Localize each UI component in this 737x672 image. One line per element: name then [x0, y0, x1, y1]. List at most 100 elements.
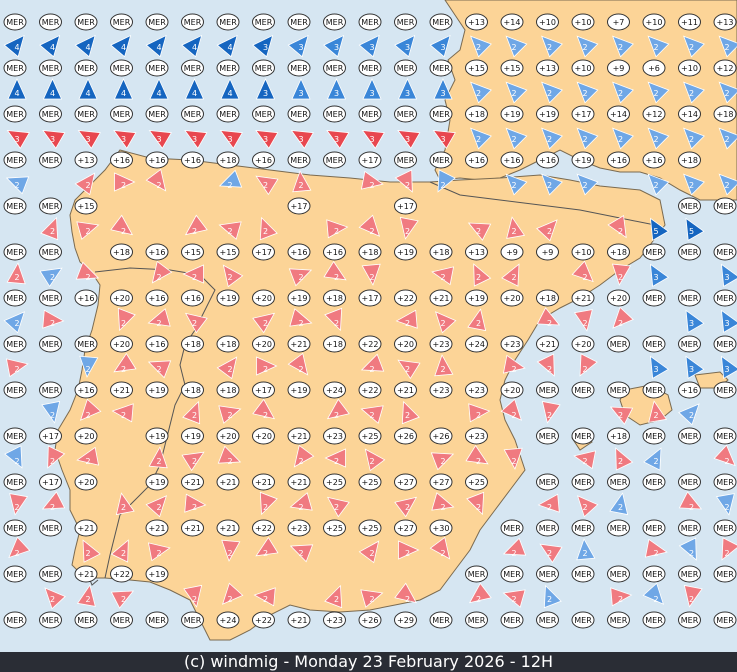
- wind-arrow: 3: [184, 130, 208, 150]
- temperature-label: +13: [465, 243, 488, 261]
- wind-arrow: 2: [505, 81, 528, 104]
- svg-text:+25: +25: [326, 478, 343, 487]
- wind-arrow: 3: [397, 78, 418, 100]
- svg-text:2: 2: [511, 181, 516, 190]
- wind-arrow: 2: [6, 262, 26, 285]
- svg-text:2: 2: [85, 595, 90, 604]
- temperature-label: +25: [358, 519, 382, 537]
- svg-text:MER: MER: [397, 110, 415, 119]
- svg-text:+17: +17: [362, 156, 379, 165]
- svg-text:2: 2: [653, 411, 658, 420]
- wind-arrow: 2: [607, 214, 627, 239]
- svg-text:MER: MER: [6, 570, 24, 579]
- wind-arrow: 2: [502, 589, 526, 608]
- temperature-label: +22: [358, 335, 382, 353]
- temperature-label: +21: [394, 381, 417, 399]
- sea-label: MER: [429, 105, 453, 123]
- svg-text:2: 2: [618, 227, 623, 236]
- temperature-label: +16: [181, 289, 204, 307]
- wind-arrow: 2: [221, 539, 241, 562]
- svg-text:MER: MER: [397, 64, 415, 73]
- wind-arrow: 2: [76, 584, 96, 607]
- svg-text:2: 2: [511, 135, 516, 144]
- temperature-label: +16: [252, 151, 275, 169]
- svg-text:MER: MER: [610, 340, 628, 349]
- wind-arrow: 2: [610, 587, 633, 607]
- svg-text:MER: MER: [432, 616, 450, 625]
- svg-text:2: 2: [369, 595, 374, 604]
- svg-text:+16: +16: [291, 248, 308, 257]
- sea-label: MER: [678, 427, 701, 445]
- svg-text:+17: +17: [362, 294, 379, 303]
- wind-arrow: 2: [145, 495, 168, 518]
- svg-text:+18: +18: [220, 386, 237, 395]
- sea-label: MER: [39, 289, 62, 307]
- temperature-label: +10: [642, 13, 666, 31]
- temperature-label: +16: [642, 151, 666, 169]
- svg-text:+7: +7: [613, 18, 625, 27]
- svg-text:+25: +25: [326, 524, 343, 533]
- svg-text:3: 3: [263, 89, 268, 98]
- svg-text:MER: MER: [184, 64, 202, 73]
- svg-text:2: 2: [440, 549, 445, 558]
- temperature-label: +18: [323, 335, 346, 353]
- wind-arrow: 2: [289, 492, 313, 512]
- sea-label: MER: [39, 335, 62, 353]
- svg-text:2: 2: [192, 457, 197, 466]
- svg-text:2: 2: [192, 227, 197, 236]
- svg-text:MER: MER: [574, 478, 592, 487]
- svg-text:2: 2: [653, 89, 658, 98]
- svg-text:+10: +10: [575, 18, 592, 27]
- svg-text:+17: +17: [575, 110, 592, 119]
- svg-text:3: 3: [369, 135, 374, 144]
- wind-arrow: 2: [429, 536, 451, 560]
- svg-text:2: 2: [298, 365, 303, 374]
- temperature-label: +18: [216, 151, 240, 169]
- svg-text:+21: +21: [291, 616, 308, 625]
- wind-arrow: 3: [6, 130, 30, 150]
- svg-text:3: 3: [440, 135, 445, 144]
- svg-text:2: 2: [582, 181, 587, 190]
- svg-text:2: 2: [547, 227, 552, 236]
- sea-label: MER: [145, 59, 169, 77]
- temperature-label: +19: [287, 289, 311, 307]
- svg-text:+18: +18: [539, 294, 556, 303]
- sea-label: MER: [642, 565, 666, 583]
- svg-text:MER: MER: [645, 524, 663, 533]
- svg-text:MER: MER: [6, 386, 24, 395]
- svg-text:MER: MER: [716, 294, 734, 303]
- sea-label: MER: [678, 289, 701, 307]
- svg-text:MER: MER: [6, 478, 24, 487]
- temperature-label: +18: [358, 243, 382, 261]
- svg-text:2: 2: [50, 457, 55, 466]
- wind-arrow: 2: [678, 403, 700, 426]
- svg-text:2: 2: [405, 365, 410, 374]
- svg-text:2: 2: [511, 89, 516, 98]
- sea-label: MER: [465, 565, 488, 583]
- svg-text:MER: MER: [6, 156, 24, 165]
- svg-text:MER: MER: [432, 156, 450, 165]
- svg-text:3: 3: [369, 89, 374, 98]
- wind-arrow: 2: [576, 81, 599, 104]
- temperature-label: +23: [429, 335, 453, 353]
- wind-arrow: 2: [647, 35, 670, 58]
- sea-label: MER: [181, 13, 204, 31]
- temperature-label: +12: [642, 105, 666, 123]
- temperature-label: +13: [713, 13, 737, 31]
- svg-text:2: 2: [405, 595, 410, 604]
- sea-label: MER: [181, 59, 204, 77]
- temperature-label: +9: [536, 243, 559, 261]
- svg-text:2: 2: [334, 319, 339, 328]
- svg-text:MER: MER: [6, 64, 24, 73]
- temperature-label: +21: [74, 565, 98, 583]
- wind-arrow: 2: [364, 448, 386, 472]
- temperature-label: +19: [145, 565, 169, 583]
- svg-text:MER: MER: [113, 64, 131, 73]
- wind-arrow: 4: [110, 34, 132, 58]
- wind-arrow: 3: [394, 34, 416, 58]
- svg-text:MER: MER: [716, 386, 734, 395]
- sea-label: MER: [323, 59, 346, 77]
- svg-text:MER: MER: [503, 570, 521, 579]
- svg-text:MER: MER: [681, 432, 699, 441]
- wind-arrow: 2: [470, 35, 492, 58]
